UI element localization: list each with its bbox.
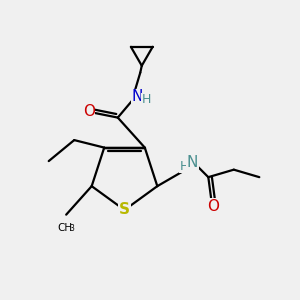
- Text: O: O: [207, 199, 219, 214]
- Text: CH: CH: [57, 223, 72, 233]
- Text: H: H: [142, 93, 151, 106]
- Text: O: O: [83, 104, 95, 119]
- Text: N: N: [132, 89, 143, 104]
- Text: H: H: [180, 160, 189, 172]
- Text: S: S: [119, 202, 130, 217]
- Text: 3: 3: [69, 224, 74, 233]
- Text: N: N: [187, 155, 198, 170]
